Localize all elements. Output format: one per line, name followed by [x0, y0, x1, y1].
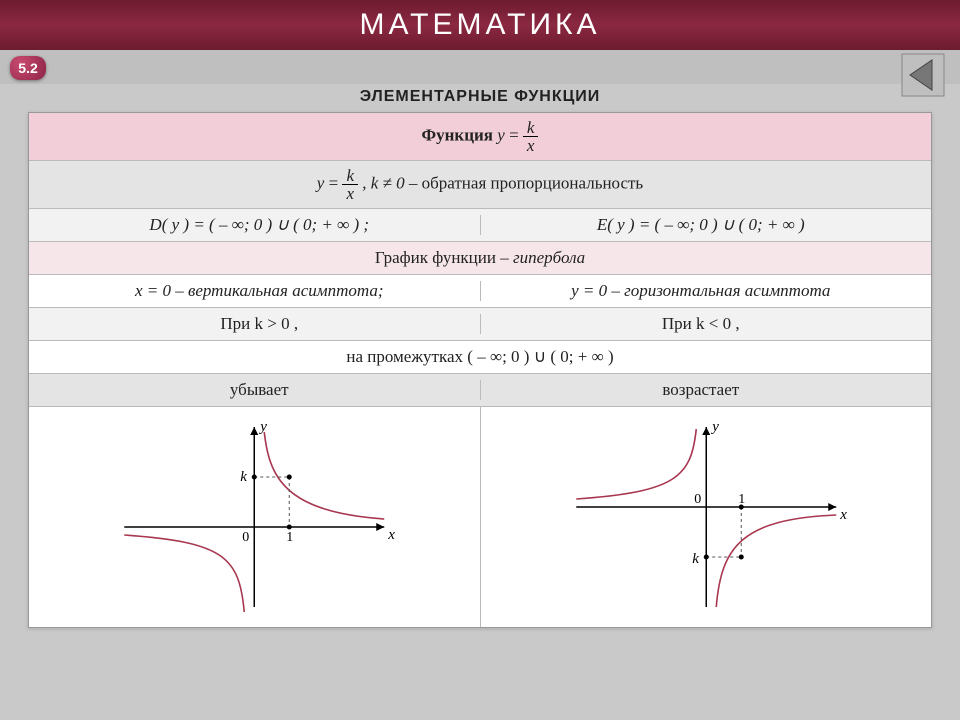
header-y: y [497, 125, 505, 144]
axis-y-label: y [258, 419, 267, 435]
page-title: ЭЛЕМЕНТАРНЫЕ ФУНКЦИИ [0, 88, 960, 106]
k-sign-row: При k > 0 , При k < 0 , [29, 308, 931, 341]
graph-left: y x 0 1 k [29, 407, 481, 627]
axis-x-label: x [387, 527, 395, 543]
banner-title: МАТЕМАТИКА [359, 8, 600, 42]
page: МАТЕМАТИКА 5.2 ЭЛЕМЕНТАРНЫЕ ФУНКЦИИ Функ… [0, 0, 960, 720]
graphs-row: y x 0 1 k [29, 407, 931, 627]
asymptote-right: y = 0 – горизонтальная асимптота [481, 281, 922, 301]
section-badge: 5.2 [10, 56, 46, 80]
graph-name-row: График функции – гипербола [29, 242, 931, 275]
graph-right: y x 0 1 k [481, 407, 932, 627]
asymptote-row: x = 0 – вертикальная асимптота; y = 0 – … [29, 275, 931, 308]
def-dash: – [409, 173, 422, 192]
origin-label: 0 [242, 530, 249, 545]
monotone-right: возрастает [481, 380, 922, 400]
definition-row: y = k x , k ≠ 0 – обратная пропорциональ… [29, 161, 931, 209]
one-label: 1 [286, 530, 293, 545]
back-arrow-icon [900, 52, 946, 98]
asymptote-left-text: x = 0 – вертикальная асимптота; [135, 281, 384, 300]
def-y: y [317, 173, 325, 192]
monotone-left: убывает [39, 380, 481, 400]
monotone-row: убывает возрастает [29, 374, 931, 407]
header-fraction: k x [523, 119, 539, 154]
asymptote-left: x = 0 – вертикальная асимптота; [39, 281, 481, 301]
graph-name-prefix: График функции – [375, 248, 513, 267]
origin-label-r: 0 [694, 492, 701, 507]
def-den: x [342, 185, 358, 202]
k-label-r: k [692, 551, 699, 567]
header-num: k [523, 119, 539, 137]
axis-y-label-r: y [710, 419, 719, 435]
content-sheet: Функция y = k x y = k x , k ≠ 0 – обратн… [28, 112, 932, 628]
asymptote-right-text: y = 0 – горизонтальная асимптота [571, 281, 830, 300]
k-label: k [240, 469, 247, 485]
header-prefix: Функция [422, 125, 498, 144]
header-eq: = [509, 125, 519, 144]
k-negative: При k < 0 , [481, 314, 922, 334]
domain-row: D( y ) = ( – ∞; 0 ) ∪ ( 0; + ∞ ) ; E( y … [29, 209, 931, 242]
domain-E: E( y ) = ( – ∞; 0 ) ∪ ( 0; + ∞ ) [481, 215, 922, 235]
axis-x-label-r: x [839, 507, 847, 523]
k-positive: При k > 0 , [39, 314, 481, 334]
back-arrow-button[interactable] [900, 52, 946, 98]
one-label-r: 1 [738, 492, 745, 507]
def-num: k [342, 167, 358, 185]
hyperbola-negative: y x 0 1 k [481, 407, 932, 627]
header-row: Функция y = k x [29, 113, 931, 161]
graph-name: гипербола [513, 248, 585, 267]
header-den: x [523, 137, 539, 154]
domain-D: D( y ) = ( – ∞; 0 ) ∪ ( 0; + ∞ ) ; [39, 215, 481, 235]
hyperbola-positive: y x 0 1 k [29, 407, 480, 627]
def-eq: = [329, 173, 339, 192]
def-text: обратная пропорциональность [422, 173, 644, 192]
def-cond: , k ≠ 0 [362, 173, 404, 192]
def-fraction: k x [342, 167, 358, 202]
interval-row: на промежутках ( – ∞; 0 ) ∪ ( 0; + ∞ ) [29, 341, 931, 374]
sub-header: 5.2 [0, 50, 960, 84]
top-banner: МАТЕМАТИКА [0, 0, 960, 50]
